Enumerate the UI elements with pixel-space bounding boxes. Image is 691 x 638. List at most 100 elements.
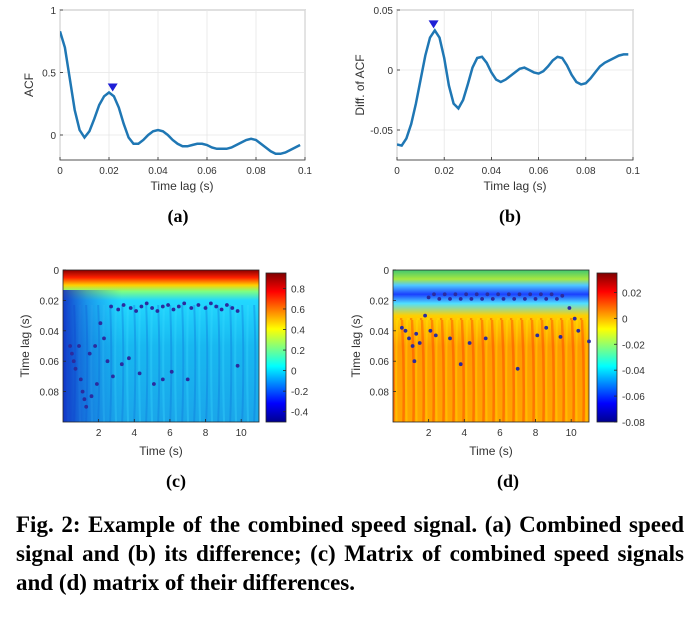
peak-point <box>496 292 500 297</box>
peak-point <box>189 306 194 310</box>
peak-point <box>219 307 224 312</box>
y-tick-label: 0.06 <box>40 357 60 368</box>
speed-matrix-heatmap: 2 4 6 8 10 0 0.02 0.04 0.06 0.08 0.8 0.6 0.4 0.2 0 -0.… <box>18 266 309 492</box>
colorbar-ticks: 0.8 0.6 0.4 0.2 0 -0.2 -0.4 <box>283 284 309 419</box>
peak-point <box>576 328 581 333</box>
x-tick-label: 0.06 <box>197 166 217 177</box>
acf-series-line <box>60 30 301 156</box>
y-tick-label: 0.05 <box>374 6 394 17</box>
x-tick-label: 8 <box>203 428 209 439</box>
x-tick-label: 0.04 <box>482 166 502 177</box>
x-tick-label: 4 <box>461 428 467 439</box>
peak-point <box>160 377 165 382</box>
peak-point <box>549 292 554 297</box>
peak-point <box>506 292 511 297</box>
peak-point <box>572 316 577 321</box>
peak-point <box>152 382 156 386</box>
peak-point <box>70 351 74 356</box>
ticks: 2 4 6 8 10 0 0.02 0.04 0.06 0.08 <box>370 266 578 439</box>
y-tick-label: 0.5 <box>42 69 56 80</box>
y-axis-label: ACF <box>22 73 36 97</box>
x-tick-label: 0.02 <box>434 166 454 177</box>
peak-point <box>137 371 142 376</box>
peak-point <box>214 304 219 309</box>
peak-point <box>102 336 106 341</box>
peak-point <box>437 297 442 301</box>
peak-points <box>68 301 240 409</box>
peak-point <box>68 344 72 348</box>
peak-point <box>480 297 484 301</box>
x-axis-label: Time lag (s) <box>151 179 214 193</box>
peak-point <box>225 303 229 307</box>
peak-point <box>196 303 201 307</box>
peak-point <box>98 321 103 326</box>
peak-point <box>134 309 139 313</box>
x-tick-label: 0.08 <box>576 166 596 177</box>
grid <box>59 9 306 160</box>
peak-point <box>433 333 438 338</box>
x-tick-label: 0.1 <box>298 166 312 177</box>
peak-marker <box>428 20 439 29</box>
peak-point <box>528 292 533 297</box>
diff-acf-series-line <box>397 28 629 148</box>
peak-point <box>544 325 549 330</box>
peak-point <box>400 325 404 330</box>
speed-difference-matrix-heatmap: 2 4 6 8 10 0 0.02 0.04 0.06 0.08 0.02 0 -0.02 -0.04 -… <box>349 266 645 492</box>
peak-point <box>587 339 591 344</box>
x-tick-label: 8 <box>533 428 539 439</box>
x-tick-label: 10 <box>566 428 578 439</box>
panel-label-c: (c) <box>166 471 186 492</box>
x-tick-label: 6 <box>167 428 173 439</box>
peak-point <box>171 307 176 312</box>
acf-difference-line-chart: 0 0.02 0.04 0.06 0.08 0.1 -0.05 0 0.05 Time lag … <box>353 6 640 227</box>
x-tick-label: 0 <box>57 166 63 177</box>
peak-point <box>139 304 144 309</box>
x-tick-label: 0.08 <box>246 166 266 177</box>
peak-point <box>535 333 540 338</box>
x-tick-label: 0 <box>394 166 400 177</box>
x-tick-label: 0.02 <box>99 166 119 177</box>
y-tick-label: 0.02 <box>370 296 390 307</box>
y-tick-label: 0.08 <box>370 388 390 399</box>
peak-point <box>515 366 520 371</box>
peak-point <box>235 363 240 368</box>
peak-point <box>182 301 187 306</box>
peak-point <box>414 331 419 336</box>
peak-point <box>458 362 463 367</box>
x-tick-label: 4 <box>131 428 137 439</box>
peak-point <box>78 377 83 382</box>
peak-point <box>474 292 479 297</box>
colorbar-tick-label: 0.6 <box>291 305 305 316</box>
y-tick-label: 0.08 <box>40 388 60 399</box>
peak-point <box>169 369 174 374</box>
peak-point <box>160 304 165 309</box>
colorbar <box>265 272 287 423</box>
peak-point <box>412 359 417 364</box>
x-tick-label: 0.06 <box>529 166 549 177</box>
acf-line-chart: 0 0.02 0.04 0.06 0.08 0.1 0 0.5 1 Time lag (s) A… <box>22 6 312 227</box>
y-tick-label: 0 <box>387 66 393 77</box>
peak-point <box>483 336 488 341</box>
peak-point <box>442 292 447 297</box>
colorbar-tick-label: -0.08 <box>622 418 645 429</box>
peak-point <box>407 336 411 341</box>
heatmap-left-shade <box>63 290 259 422</box>
figure-caption: Fig. 2: Example of the combined speed si… <box>16 512 684 595</box>
peak-point <box>469 297 474 301</box>
ticks: 2 4 6 8 10 0 0.02 0.04 0.06 0.08 <box>40 266 248 439</box>
ticks: 0 0.02 0.04 0.06 0.08 0.1 0 0.5 1 <box>42 6 312 177</box>
colorbar-tick-label: -0.02 <box>622 340 645 351</box>
grid <box>396 9 634 160</box>
peak-marker <box>107 83 118 92</box>
colorbar-tick-label: 0 <box>291 367 297 378</box>
peak-point <box>544 297 549 301</box>
peak-point <box>501 297 506 301</box>
colorbar-tick-label: 0.4 <box>291 326 305 337</box>
peak-point <box>533 297 538 301</box>
peak-point <box>403 328 408 333</box>
peak-point <box>448 297 452 301</box>
y-tick-label: -0.05 <box>370 126 393 137</box>
peak-point <box>428 328 433 333</box>
y-tick-label: 0.06 <box>370 357 390 368</box>
peak-point <box>93 344 97 348</box>
